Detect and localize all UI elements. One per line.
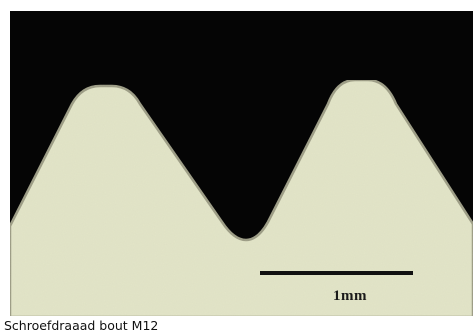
thread-profile (8, 78, 473, 319)
image-caption: Schroefdraaad bout M12 (4, 318, 159, 333)
scale-bar-label: 1mm (333, 288, 367, 304)
caption-bar: Schroefdraaad bout M12 (0, 316, 473, 336)
scale-bar-line (260, 271, 413, 275)
